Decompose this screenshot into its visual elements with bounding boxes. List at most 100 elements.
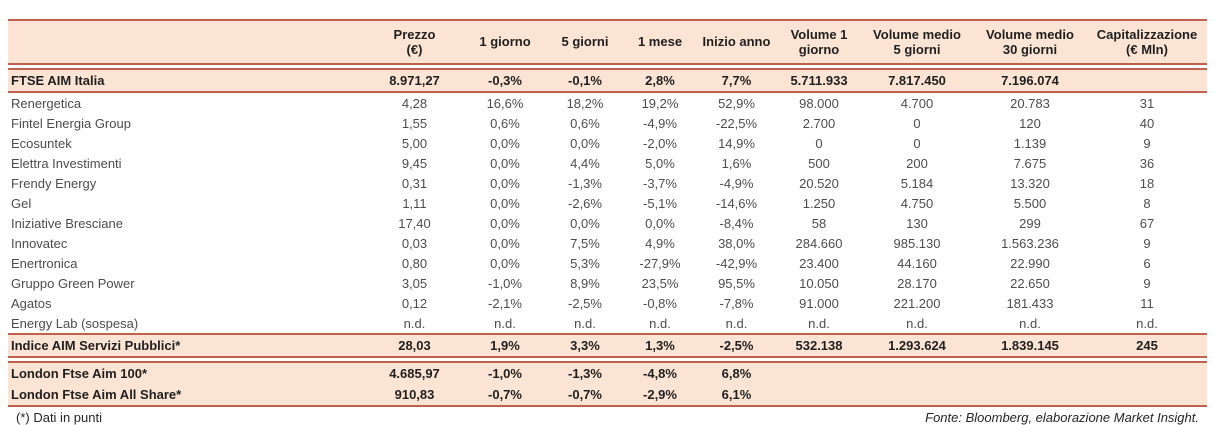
stock-cell: -5,1% xyxy=(643,195,677,211)
index-cell: -4,8% xyxy=(643,366,677,381)
index-cell: 3,3% xyxy=(570,338,600,353)
index-cell: -2,5% xyxy=(719,338,754,353)
stock-cell: -4,9% xyxy=(643,115,677,131)
index-cell: 8.971,27 xyxy=(389,73,440,88)
stock-cell: 9 xyxy=(1143,135,1151,151)
stock-cell: -2,1% xyxy=(488,295,522,311)
index-cell-label: London Ftse Aim 100* xyxy=(11,366,148,381)
stock-cell: 5,00 xyxy=(401,135,428,151)
stock-cell: -0,8% xyxy=(643,295,677,311)
stock-cell: 5,3% xyxy=(570,255,600,271)
index-cell: -1,3% xyxy=(568,366,602,381)
stock-cell: -2,6% xyxy=(568,195,602,211)
london-index-row: London Ftse Aim All Share* 910,83 -0,7% -0,… xyxy=(8,384,1207,405)
stock-cell: 0,0% xyxy=(570,135,600,151)
stock-cell: 5.184 xyxy=(900,175,934,191)
stock-cell: 8,9% xyxy=(570,275,600,291)
stock-cell: 95,5% xyxy=(718,275,755,291)
stock-cell: 98.000 xyxy=(799,95,839,111)
stock-rows-section: Renergetica 4,28 16,6% 18,2% 19,2% 52,9% 98.00… xyxy=(8,93,1207,333)
stock-cell: n.d. xyxy=(1019,315,1041,331)
index-cell: -2,9% xyxy=(643,387,677,402)
column-header: Volume medio 5 giorni xyxy=(873,26,961,57)
stock-cell: -3,7% xyxy=(643,175,677,191)
double-border-gap xyxy=(8,65,1207,68)
stock-cell: 1.250 xyxy=(802,195,836,211)
stock-cell-label: Agatos xyxy=(11,295,52,311)
stock-cell: 0,0% xyxy=(645,215,675,231)
stock-cell: n.d. xyxy=(649,315,671,331)
stock-cell: 4,28 xyxy=(401,95,428,111)
index-cell-label: FTSE AIM Italia xyxy=(11,73,105,88)
stock-cell: 0,0% xyxy=(490,255,520,271)
stock-cell: 0,31 xyxy=(401,175,428,191)
stock-cell: 0,0% xyxy=(490,155,520,171)
table-row: Innovatec 0,03 0,0% 7,5% 4,9% 38,0% 284.660 985… xyxy=(8,233,1207,253)
stock-cell-label: Renergetica xyxy=(11,95,82,111)
table-row: Ecosuntek 5,00 0,0% 0,0% -2,0% 14,9% 0 0 1.139 9 xyxy=(8,133,1207,153)
index-cell: -0,7% xyxy=(488,387,522,402)
stock-cell-label: Enertronica xyxy=(11,255,78,271)
table-row: Gel 1,11 0,0% -2,6% -5,1% -14,6% 1.250 4.750 5.5… xyxy=(8,193,1207,213)
column-header: 1 mese xyxy=(637,34,683,50)
index-cell: 2,8% xyxy=(645,73,675,88)
stock-cell: -42,9% xyxy=(715,255,758,271)
stock-cell: 0,0% xyxy=(490,175,520,191)
stock-cell: 28.170 xyxy=(897,275,937,291)
ftse-aim-italia-index-row: FTSE AIM Italia 8.971,27 -0,3% -0,1% 2,8% 7,7… xyxy=(8,68,1207,93)
stock-cell: 130 xyxy=(906,215,928,231)
stock-cell-label: Frendy Energy xyxy=(11,175,97,191)
stock-cell: n.d. xyxy=(1136,315,1158,331)
stock-cell: 9,45 xyxy=(401,155,428,171)
table-row: Gruppo Green Power 3,05 -1,0% 8,9% 23,5% 95,5… xyxy=(8,273,1207,293)
stock-cell: 1,55 xyxy=(401,115,428,131)
stock-cell: 5.500 xyxy=(1013,195,1047,211)
table-header-row: Prezzo (€) 1 giorno 5 giorni 1 mese Inizio a… xyxy=(8,19,1207,65)
stock-cell: 7,5% xyxy=(570,235,600,251)
stock-cell: -14,6% xyxy=(715,195,758,211)
stock-cell: 52,9% xyxy=(718,95,755,111)
table-row: Fintel Energia Group 1,55 0,6% 0,6% -4,9% -22… xyxy=(8,113,1207,133)
stock-cell: 0,0% xyxy=(490,235,520,251)
stock-cell: 1.139 xyxy=(1013,135,1047,151)
stock-cell: 20.520 xyxy=(799,175,839,191)
stock-cell: n.d. xyxy=(906,315,928,331)
stock-cell-label: Elettra Investimenti xyxy=(11,155,122,171)
stock-cell: 18,2% xyxy=(566,95,604,111)
index-cell: 1,9% xyxy=(490,338,520,353)
stock-cell: 0,0% xyxy=(490,135,520,151)
stock-cell: 0 xyxy=(913,135,921,151)
stock-cell: 4.750 xyxy=(900,195,934,211)
stock-cell: 6 xyxy=(1143,255,1151,271)
stock-cell-label: Gel xyxy=(11,195,32,211)
stock-cell: 0,0% xyxy=(490,215,520,231)
column-header: Inizio anno xyxy=(702,34,771,50)
table-row: Frendy Energy 0,31 0,0% -1,3% -3,7% -4,9% 20.5… xyxy=(8,173,1207,193)
table-row: Energy Lab (sospesa) n.d. n.d. n.d. n.d. n.d.… xyxy=(8,313,1207,333)
index-cell: -0,7% xyxy=(568,387,602,402)
points-note: (*) Dati in punti xyxy=(16,410,102,425)
double-border-gap xyxy=(8,358,1207,361)
index-cell: 6,1% xyxy=(721,387,752,402)
stock-cell: 23.400 xyxy=(799,255,839,271)
stock-cell: 0,03 xyxy=(401,235,428,251)
market-table: Prezzo (€) 1 giorno 5 giorni 1 mese Inizio a… xyxy=(8,19,1207,407)
london-indices-section: London Ftse Aim 100* 4.685,97 -1,0% -1,3% -4… xyxy=(8,361,1207,407)
source-credit: Fonte: Bloomberg, elaborazione Market In… xyxy=(925,410,1199,425)
index-cell: 7,7% xyxy=(721,73,752,88)
stock-cell: 23,5% xyxy=(641,275,679,291)
stock-cell: -2,5% xyxy=(568,295,602,311)
table-row: Iniziative Bresciane 17,40 0,0% 0,0% 0,0% -8,… xyxy=(8,213,1207,233)
index-cell: 1,3% xyxy=(645,338,675,353)
stock-cell: 3,05 xyxy=(401,275,428,291)
stock-cell: -27,9% xyxy=(639,255,681,271)
stock-cell: n.d. xyxy=(494,315,516,331)
stock-cell: 91.000 xyxy=(799,295,839,311)
stock-cell: 9 xyxy=(1143,275,1151,291)
stock-cell: -2,0% xyxy=(643,135,677,151)
stock-cell: 67 xyxy=(1139,215,1155,231)
stock-cell: 221.200 xyxy=(893,295,941,311)
stock-cell: 181.433 xyxy=(1006,295,1054,311)
table-row: Enertronica 0,80 0,0% 5,3% -27,9% -42,9% 23.40… xyxy=(8,253,1207,273)
